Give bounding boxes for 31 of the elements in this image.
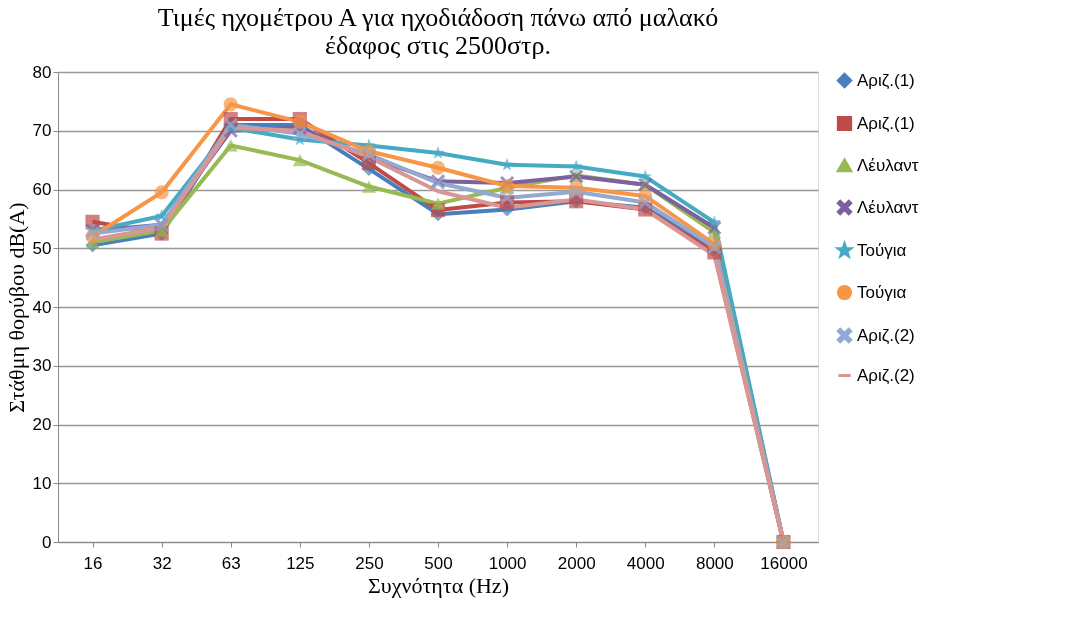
x-tick-label: 16000 xyxy=(760,553,808,573)
y-tick-label: 80 xyxy=(32,62,52,82)
legend-label: Λέυλαντ xyxy=(857,197,919,217)
y-tick-label: 10 xyxy=(32,473,52,493)
x-tick-label: 16 xyxy=(83,553,103,573)
legend-label: Αριζ.(1) xyxy=(857,70,915,90)
x-tick-label: 32 xyxy=(152,553,172,573)
y-tick-label: 30 xyxy=(32,356,52,376)
x-tick-label: 1000 xyxy=(488,553,527,573)
legend-label: Αριζ.(1) xyxy=(857,113,915,133)
x-tick-label: 125 xyxy=(286,553,315,573)
x-tick-label: 63 xyxy=(221,553,241,573)
x-tick-label: 8000 xyxy=(695,553,734,573)
y-axis-title: Στάθμη θορύβου dB(A) xyxy=(3,202,29,413)
chart-title: Τιμές ηχομέτρου Α για ηχοδιάδοση πάνω από μαλακό έδαφος στις 2500στρ. xyxy=(157,3,719,60)
y-tick-label: 40 xyxy=(32,297,52,317)
legend-label: Αριζ.(2) xyxy=(857,365,915,385)
y-tick-label: 0 xyxy=(42,532,52,552)
legend-label: Τούγια xyxy=(857,282,907,302)
x-tick-label: 4000 xyxy=(626,553,665,573)
legend-label: Τούγια xyxy=(857,240,907,260)
legend-label: Λέυλαντ xyxy=(857,155,919,175)
y-tick-label: 50 xyxy=(32,238,52,258)
x-tick-label: 250 xyxy=(355,553,384,573)
y-tick-label: 20 xyxy=(32,415,52,434)
y-tick-label: 70 xyxy=(32,121,52,141)
x-tick-label: 2000 xyxy=(557,553,596,573)
x-tick-label: 500 xyxy=(424,553,453,573)
y-tick-label: 60 xyxy=(32,180,52,199)
legend-label: Αριζ.(2) xyxy=(857,325,915,345)
x-axis-title: Συχνότητα (Hz) xyxy=(368,572,509,598)
